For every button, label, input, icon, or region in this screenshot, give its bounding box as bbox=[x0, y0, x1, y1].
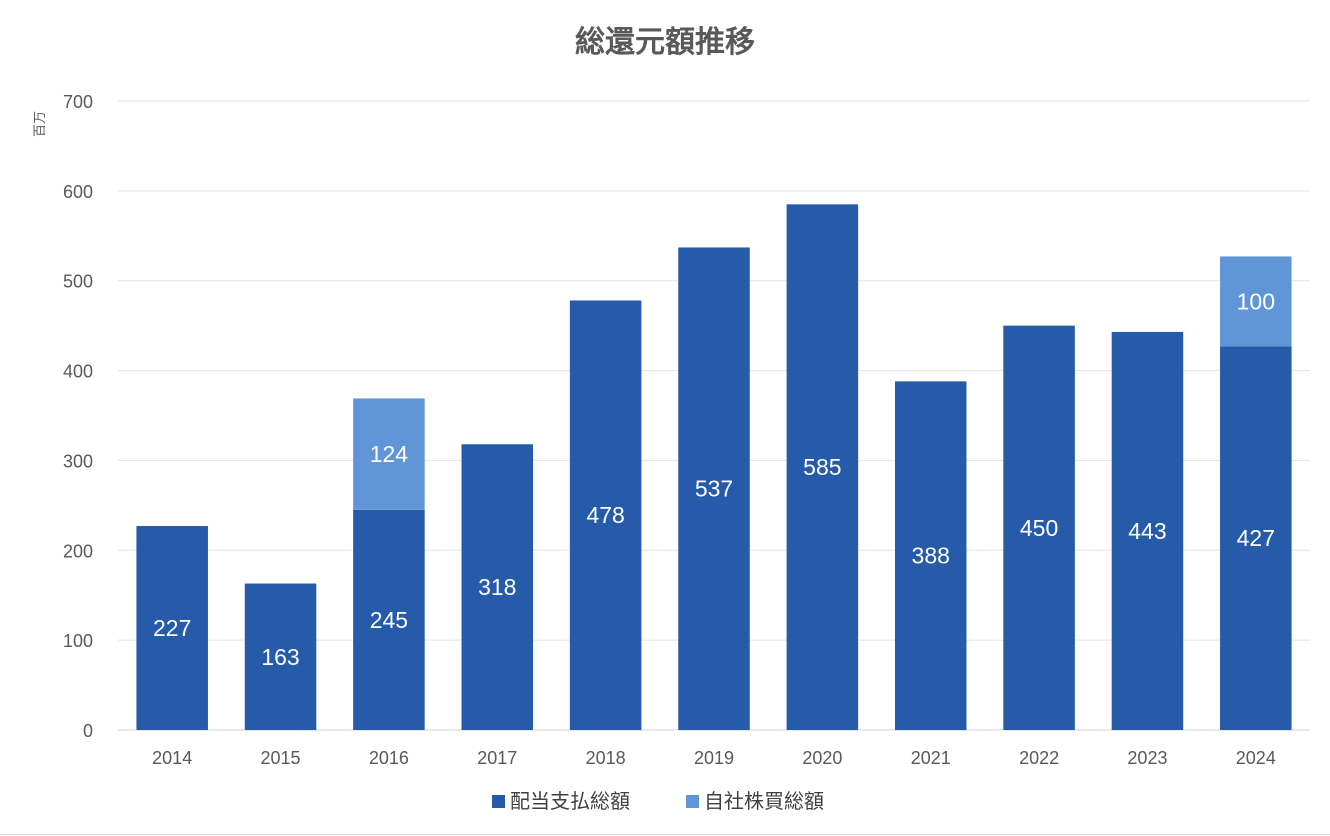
data-label-2024-series-0: 427 bbox=[1237, 525, 1275, 551]
x-tick-label-2024: 2024 bbox=[1236, 748, 1276, 768]
bottom-divider bbox=[0, 834, 1330, 835]
legend-label-dividends: 配当支払総額 bbox=[510, 789, 630, 813]
data-label-2024-series-1: 100 bbox=[1237, 288, 1275, 314]
x-tick-label-2018: 2018 bbox=[586, 748, 626, 768]
x-tick-label-2015: 2015 bbox=[261, 748, 301, 768]
legend-swatch-buyback bbox=[686, 795, 699, 808]
x-tick-label-2021: 2021 bbox=[911, 748, 951, 768]
x-tick-label-2022: 2022 bbox=[1019, 748, 1059, 768]
bar-2016-series-1 bbox=[353, 398, 425, 510]
y-tick-label-500: 500 bbox=[63, 272, 93, 292]
bar-2014-series-0 bbox=[136, 526, 208, 730]
bar-2020-series-0 bbox=[786, 204, 859, 731]
bar-2023-series-0 bbox=[1111, 331, 1184, 730]
data-label-2020-series-0: 585 bbox=[803, 454, 841, 480]
x-tick-label-2014: 2014 bbox=[152, 748, 192, 768]
legend: 配当支払総額 自社株買総額 bbox=[492, 789, 824, 813]
chart-title: 総還元額推移 bbox=[575, 25, 755, 60]
y-tick-label-400: 400 bbox=[63, 362, 93, 382]
legend-label-buyback: 自社株買総額 bbox=[704, 789, 824, 813]
bars: 227 163 245 124 318 478 537 585 388 450 443 427 100 bbox=[136, 204, 1292, 731]
x-tick-label-2016: 2016 bbox=[369, 748, 409, 768]
unit-label: 百万 bbox=[33, 111, 48, 137]
bar-2021-series-0 bbox=[894, 381, 967, 730]
y-tick-label-0: 0 bbox=[83, 721, 93, 741]
legend-swatch-dividends bbox=[492, 795, 505, 808]
bar-2016-series-0 bbox=[353, 509, 425, 730]
x-tick-label-2017: 2017 bbox=[477, 748, 517, 768]
data-label-2023-series-0: 443 bbox=[1128, 518, 1166, 544]
data-label-2019-series-0: 537 bbox=[695, 476, 733, 502]
y-tick-label-600: 600 bbox=[63, 182, 93, 202]
data-label-2015-series-0: 163 bbox=[261, 644, 299, 670]
bar-2022-series-0 bbox=[1003, 325, 1075, 730]
y-tick-label-100: 100 bbox=[63, 631, 93, 651]
bar-2019-series-0 bbox=[678, 247, 750, 730]
x-tick-label-2019: 2019 bbox=[694, 748, 734, 768]
y-tick-label-200: 200 bbox=[63, 541, 93, 561]
x-tick-label-2020: 2020 bbox=[802, 748, 842, 768]
data-label-2018-series-0: 478 bbox=[586, 502, 624, 528]
data-label-2022-series-0: 450 bbox=[1020, 515, 1058, 541]
y-tick-label-700: 700 bbox=[63, 92, 93, 112]
data-label-2016-series-0: 245 bbox=[370, 607, 408, 633]
bar-2017-series-0 bbox=[461, 444, 534, 730]
bar-2018-series-0 bbox=[569, 300, 642, 730]
bar-2015-series-0 bbox=[244, 583, 317, 730]
x-tick-label-2023: 2023 bbox=[1127, 748, 1167, 768]
y-axis-ticks: 0 100 200 300 400 500 600 700 bbox=[63, 92, 93, 741]
y-tick-label-300: 300 bbox=[63, 451, 93, 471]
bar-2024-series-1 bbox=[1220, 256, 1292, 347]
bar-2024-series-0 bbox=[1220, 346, 1292, 730]
data-label-2017-series-0: 318 bbox=[478, 574, 516, 600]
data-label-2021-series-0: 388 bbox=[912, 543, 950, 569]
data-label-2016-series-1: 124 bbox=[370, 441, 409, 467]
x-axis-ticks: 2014 2015 2016 2017 2018 2019 2020 2021 2022 2023… bbox=[152, 748, 1276, 768]
data-label-2014-series-0: 227 bbox=[153, 615, 191, 641]
